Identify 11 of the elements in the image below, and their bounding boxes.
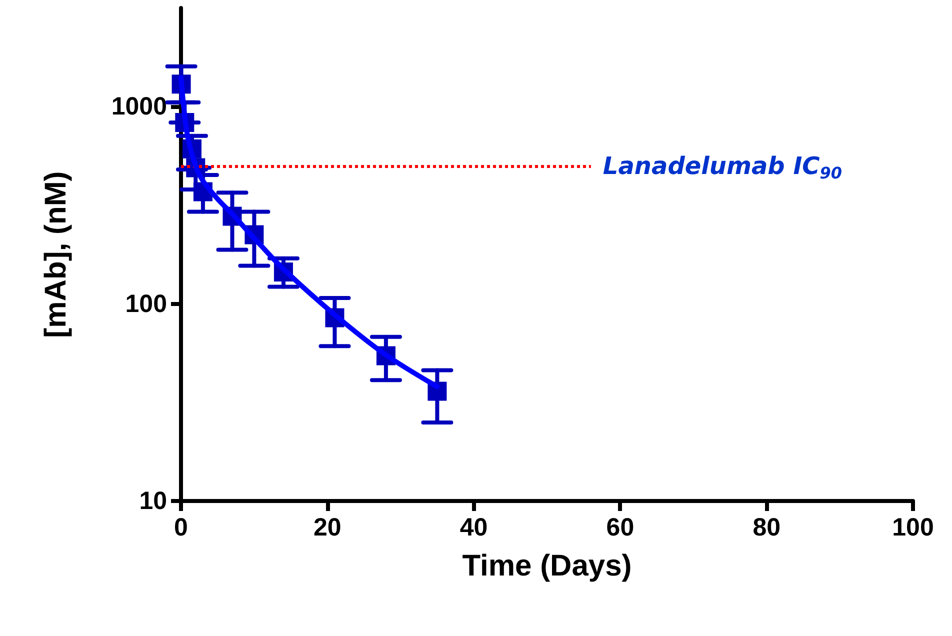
y-axis-title: [mAb], (nM)	[40, 171, 72, 338]
x-axis-title: Time (Days)	[462, 550, 632, 582]
x-tick-label: 80	[752, 514, 781, 542]
y-tick-label: 1000	[111, 92, 167, 121]
x-tick-label: 100	[892, 514, 934, 542]
x-tick-label: 20	[313, 514, 342, 542]
x-tick-label: 40	[460, 514, 488, 542]
x-tick-label: 0	[174, 514, 188, 542]
x-tick-label: 60	[606, 514, 634, 542]
y-tick-label: 100	[125, 290, 167, 318]
y-tick-label: 10	[139, 487, 167, 515]
